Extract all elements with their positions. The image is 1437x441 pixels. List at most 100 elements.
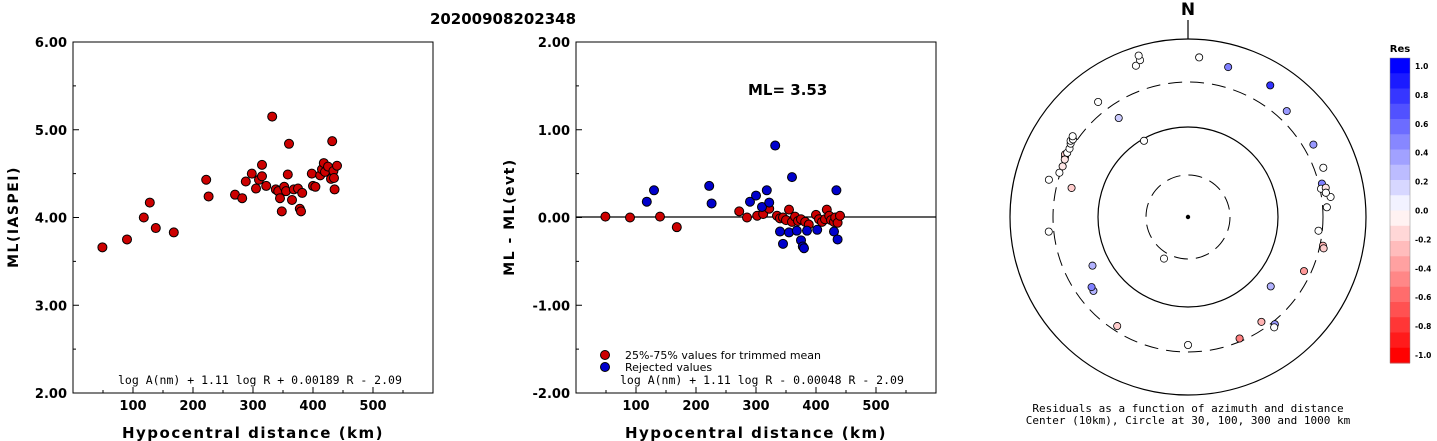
polar-circle-30 <box>1145 174 1231 260</box>
legend-trimmed-marker <box>600 350 610 360</box>
station-marker <box>1184 340 1193 349</box>
data-point <box>168 227 179 238</box>
data-point <box>329 184 340 195</box>
polar-stations <box>1044 51 1335 349</box>
station-marker <box>1088 261 1097 270</box>
rejected-point <box>706 198 717 209</box>
station-marker <box>1322 203 1331 212</box>
station-marker <box>1257 317 1266 326</box>
data-point <box>144 197 155 208</box>
rejected-point <box>764 197 775 208</box>
rejected-point <box>812 224 823 235</box>
trimmed-point <box>625 212 635 223</box>
station-marker <box>1319 244 1328 253</box>
rejected-point <box>745 196 755 207</box>
data-point <box>138 212 149 223</box>
rejected-point <box>778 238 788 249</box>
rejected-point <box>770 140 781 151</box>
data-point <box>150 223 161 234</box>
colorbar-cell <box>1390 256 1410 272</box>
colorbar-cell <box>1390 347 1410 364</box>
rejected-point <box>649 185 659 196</box>
polar-caption-line2: Center (10km), Circle at 30, 100, 300 an… <box>1026 414 1351 427</box>
station-marker <box>1094 97 1103 106</box>
trimmed-point <box>734 206 745 217</box>
station-marker <box>1224 63 1233 72</box>
data-point <box>276 206 287 217</box>
rejected-point <box>791 225 802 236</box>
plot1-y-ticks: 2.00 3.00 4.00 5.00 6.00 <box>35 36 79 402</box>
data-point <box>329 173 339 184</box>
x-tick-label: 100 <box>622 399 649 414</box>
colorbar-cell <box>1390 210 1410 227</box>
trimmed-point <box>784 204 794 215</box>
colorbar: Res 1.0 0.8 0.6 0.4 0.2 0.0 -0.2 -0.4 -0.6 -0.8 -1… <box>1389 44 1431 364</box>
y-tick-label: -1.00 <box>533 299 570 314</box>
station-marker <box>1134 51 1143 60</box>
plot2-x-label: Hypocentral distance (km) <box>625 424 887 441</box>
station-marker <box>1060 155 1069 164</box>
colorbar-cell <box>1390 286 1410 303</box>
x-tick-label: 400 <box>802 399 829 414</box>
data-point <box>201 174 212 185</box>
x-tick-label: 200 <box>179 399 206 414</box>
colorbar-outline <box>1389 57 1411 364</box>
plot1-x-ticks: 100 200 300 400 500 <box>102 387 404 414</box>
rejected-point <box>787 172 797 183</box>
colorbar-tick-label: -0.6 <box>1415 293 1431 302</box>
rejected-point <box>704 180 715 191</box>
station-marker <box>1068 132 1077 141</box>
colorbar-tick-label: 0.2 <box>1415 178 1428 187</box>
figure-title: 20200908202348 <box>430 10 576 28</box>
x-tick-label: 300 <box>239 399 266 414</box>
plot2-annotation: log A(nm) + 1.11 log R - 0.00048 R - 2.0… <box>620 373 904 387</box>
data-point <box>246 168 257 179</box>
colorbar-tick-label: -0.4 <box>1415 264 1431 273</box>
colorbar-tick-label: -0.8 <box>1415 322 1431 331</box>
data-point <box>275 193 285 204</box>
polar-circle-300 <box>1052 81 1324 353</box>
colorbar-cell <box>1390 332 1410 349</box>
plot1-x-label: Hypocentral distance (km) <box>122 424 384 441</box>
data-point <box>203 191 214 202</box>
station-marker <box>1314 226 1323 235</box>
colorbar-title: Res <box>1390 44 1410 55</box>
colorbar-cell <box>1390 271 1410 288</box>
colorbar-ticks: 1.0 0.8 0.6 0.4 0.2 0.0 -0.2 -0.4 -0.6 -0.8 -1.0 <box>1415 62 1431 360</box>
colorbar-tick-label: 1.0 <box>1415 62 1428 71</box>
colorbar-cell <box>1390 164 1410 181</box>
trimmed-point <box>742 212 752 223</box>
trimmed-point <box>600 211 611 222</box>
rejected-point <box>775 226 785 237</box>
plot1-points <box>97 111 342 253</box>
rejected-point <box>641 196 652 207</box>
polar-outer-circle <box>1009 38 1367 396</box>
plot1-annotation: log A(nm) + 1.11 log R + 0.00189 R - 2.0… <box>118 373 402 387</box>
panel-polar-residuals: N Residuals as a function of azimuth and… <box>1009 0 1367 427</box>
station-marker <box>1195 53 1204 62</box>
rejected-point <box>799 243 809 254</box>
x-tick-label: 300 <box>742 399 769 414</box>
data-point <box>327 136 338 147</box>
rejected-point <box>757 201 767 212</box>
station-marker <box>1044 175 1053 184</box>
y-tick-label: 4.00 <box>35 212 67 227</box>
station-marker <box>1270 323 1279 332</box>
plot1-frame <box>72 41 434 394</box>
north-label: N <box>1181 0 1195 20</box>
trimmed-point <box>671 222 682 233</box>
trimmed-point <box>655 211 665 222</box>
colorbar-cell <box>1390 88 1410 105</box>
legend-rejected-label: Rejected values <box>625 361 712 374</box>
plot1-y-label: ML(IASPEI) <box>6 166 22 268</box>
x-tick-label: 200 <box>682 399 709 414</box>
x-tick-label: 400 <box>299 399 326 414</box>
plot2-points <box>600 140 845 254</box>
colorbar-cells <box>1389 57 1411 364</box>
data-point <box>267 111 278 122</box>
colorbar-cell <box>1390 302 1410 318</box>
station-marker <box>1319 163 1328 172</box>
data-point <box>261 180 272 191</box>
station-marker <box>1067 183 1076 192</box>
